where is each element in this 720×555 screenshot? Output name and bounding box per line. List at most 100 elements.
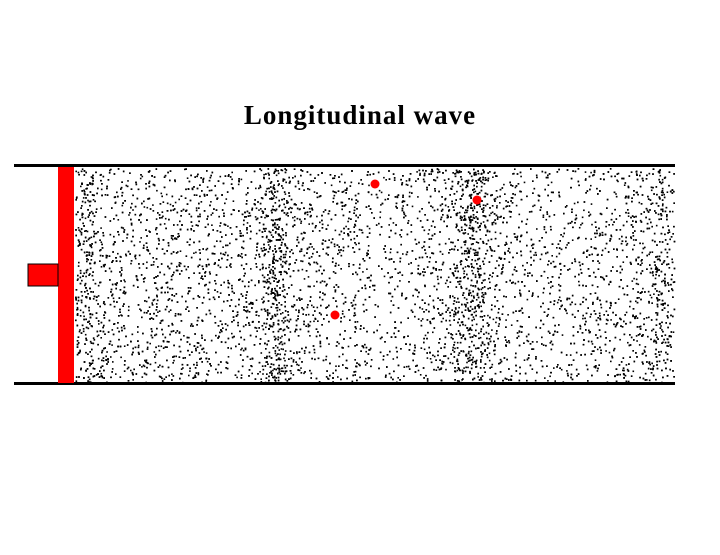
particle <box>197 373 200 376</box>
particle <box>579 324 581 327</box>
particle <box>491 363 494 366</box>
particle <box>471 269 473 272</box>
particle <box>423 348 426 351</box>
particle <box>417 369 420 372</box>
particle <box>313 285 315 287</box>
particle <box>153 298 156 301</box>
particle <box>75 170 77 173</box>
particle <box>303 372 305 375</box>
particle <box>309 320 312 323</box>
particle <box>452 295 454 298</box>
particle <box>466 252 468 255</box>
particle <box>189 370 191 372</box>
particle <box>458 301 460 303</box>
particle <box>466 209 469 212</box>
particle <box>507 314 509 316</box>
particle <box>76 306 79 309</box>
particle <box>77 265 80 267</box>
particle <box>261 298 263 300</box>
particle <box>300 367 302 369</box>
particle <box>604 247 607 250</box>
particle <box>334 229 337 232</box>
particle <box>625 364 628 366</box>
particle <box>316 215 318 218</box>
particle <box>367 245 370 247</box>
particle <box>441 360 443 363</box>
particle <box>641 251 644 254</box>
particle <box>309 335 311 337</box>
particle <box>342 249 345 252</box>
particle <box>578 226 581 229</box>
particle <box>294 216 296 218</box>
particle <box>281 169 284 172</box>
particle <box>267 244 270 246</box>
particle <box>274 352 277 355</box>
particle <box>247 285 250 288</box>
particle <box>474 274 477 276</box>
particle <box>536 341 538 343</box>
particle <box>562 235 564 238</box>
particle <box>81 168 84 170</box>
particle <box>327 224 329 227</box>
particle <box>157 345 160 347</box>
particle <box>550 181 553 184</box>
particle <box>637 283 640 286</box>
particle <box>397 377 399 379</box>
particle <box>456 341 459 344</box>
particle <box>295 309 297 311</box>
particle <box>281 320 283 322</box>
particle <box>79 309 82 312</box>
particle <box>275 345 277 347</box>
particle <box>78 330 81 333</box>
particle <box>638 201 641 204</box>
particle <box>100 241 103 243</box>
particle <box>631 280 634 282</box>
particle <box>456 190 458 193</box>
particle <box>492 176 494 178</box>
particle <box>117 219 120 221</box>
particle <box>498 323 500 325</box>
particle <box>661 204 664 207</box>
particle <box>473 295 475 298</box>
particle <box>158 349 161 352</box>
particle <box>429 256 431 259</box>
particle <box>473 207 476 210</box>
particle <box>518 213 521 216</box>
particle <box>277 184 280 187</box>
particle <box>272 369 274 372</box>
particle <box>496 260 498 262</box>
particle <box>335 191 337 194</box>
particle <box>101 376 104 379</box>
particle <box>610 360 612 363</box>
particle <box>267 314 269 317</box>
particle <box>380 191 383 194</box>
particle <box>583 209 585 212</box>
particle <box>420 320 423 322</box>
particle <box>633 244 636 246</box>
particle <box>153 351 156 353</box>
particle <box>111 344 113 346</box>
particle <box>303 278 306 280</box>
particle <box>338 342 340 345</box>
particle <box>579 268 582 271</box>
particle <box>219 225 221 227</box>
particle <box>95 299 98 302</box>
particle <box>510 324 513 326</box>
particle <box>139 177 142 180</box>
particle <box>240 348 242 351</box>
particle <box>188 374 190 377</box>
diagram-title: Longitudinal wave <box>243 100 477 130</box>
particle <box>579 328 582 330</box>
particle <box>87 199 89 202</box>
particle <box>116 327 119 329</box>
particle <box>156 189 158 192</box>
particle <box>482 221 485 223</box>
particle <box>272 197 275 199</box>
particle <box>468 350 470 353</box>
particle <box>155 218 158 220</box>
particle <box>531 295 533 297</box>
particle <box>661 280 663 283</box>
particle <box>526 218 529 221</box>
particle <box>76 279 79 281</box>
particle <box>327 378 330 380</box>
